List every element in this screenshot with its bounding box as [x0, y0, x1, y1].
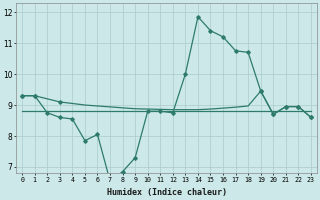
X-axis label: Humidex (Indice chaleur): Humidex (Indice chaleur)	[107, 188, 227, 197]
